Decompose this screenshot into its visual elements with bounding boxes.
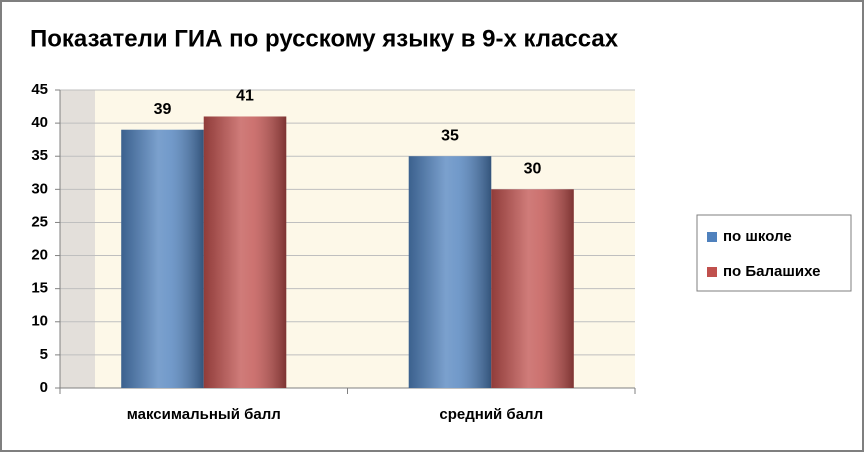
x-tick-label: средний балл <box>439 406 543 423</box>
bar-shade <box>203 116 287 388</box>
y-tick-label: 35 <box>31 147 48 164</box>
x-tick-label: максимальный балл <box>127 406 281 423</box>
y-tick-label: 10 <box>31 313 48 330</box>
legend-box <box>696 214 852 292</box>
y-tick-label: 40 <box>31 114 48 131</box>
legend-swatch <box>707 267 717 277</box>
data-label: 30 <box>524 161 542 178</box>
legend-label: по школе <box>723 228 792 245</box>
y-tick-label: 25 <box>31 213 48 230</box>
data-label: 39 <box>154 101 172 118</box>
y-tick-label: 15 <box>31 280 48 297</box>
y-tick-label: 30 <box>31 180 48 197</box>
y-tick-label: 45 <box>31 81 48 98</box>
bar-shade <box>491 189 574 388</box>
chart-title: Показатели ГИА по русскому языку в 9-х к… <box>30 25 619 52</box>
y-tick-label: 5 <box>40 346 48 363</box>
data-label: 35 <box>441 127 459 144</box>
y-tick-label: 0 <box>40 379 48 396</box>
plot-side-wall <box>60 90 95 388</box>
bar-shade <box>121 129 204 388</box>
legend-swatch <box>707 232 717 242</box>
bar-shade <box>408 156 492 388</box>
legend-label: по Балашихе <box>723 263 820 280</box>
data-label: 41 <box>236 88 254 105</box>
y-tick-label: 20 <box>31 247 48 264</box>
